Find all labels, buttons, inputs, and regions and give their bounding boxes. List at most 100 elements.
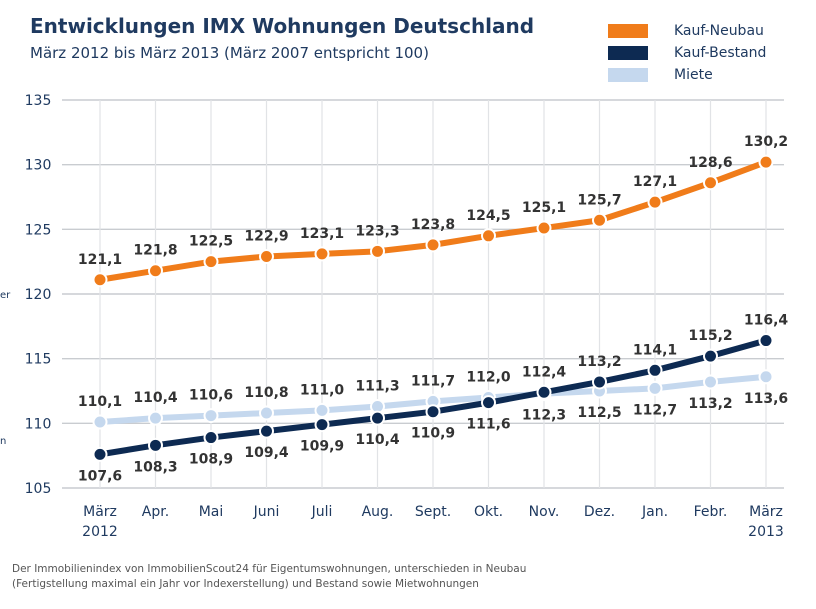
data-point-miete [314, 402, 330, 418]
data-point-kauf-neubau [314, 246, 330, 262]
cropped-edge-text: n [0, 436, 7, 447]
x-tick-label: 2013 [748, 524, 784, 540]
data-point-kauf-bestand [425, 404, 441, 420]
chart-title: Entwicklungen IMX Wohnungen Deutschland [30, 14, 535, 38]
data-label-kauf-neubau: 130,2 [744, 134, 788, 150]
data-label-miete: 112,7 [633, 402, 677, 418]
data-label-kauf-bestand: 110,4 [355, 432, 400, 448]
data-point-miete [203, 408, 219, 424]
data-label-miete: 111,7 [411, 373, 455, 389]
data-point-kauf-neubau [148, 263, 163, 279]
data-label-kauf-bestand: 108,9 [189, 452, 233, 468]
data-point-kauf-neubau [758, 154, 774, 170]
x-tick-label: 2012 [82, 524, 118, 540]
data-point-kauf-bestand [703, 348, 718, 364]
x-tick-label: Apr. [142, 504, 169, 520]
data-point-miete [259, 405, 274, 421]
chart-subtitle: März 2012 bis März 2013 (März 2007 entsp… [30, 44, 429, 62]
data-label-kauf-bestand: 114,1 [633, 342, 677, 358]
data-label-kauf-bestand: 110,9 [411, 426, 455, 442]
data-point-kauf-bestand [203, 430, 219, 446]
legend-swatch-kauf-neubau [608, 24, 648, 38]
data-point-kauf-bestand [592, 374, 607, 390]
legend-label: Miete [674, 67, 713, 83]
x-tick-label: Sept. [415, 504, 451, 520]
data-label-kauf-bestand: 112,4 [522, 364, 567, 380]
data-point-miete [758, 369, 774, 385]
y-tick-label: 135 [25, 93, 52, 109]
y-tick-label: 130 [25, 158, 52, 174]
data-label-kauf-neubau: 122,5 [189, 234, 233, 250]
data-label-kauf-neubau: 124,5 [466, 208, 510, 224]
x-tick-label: Nov. [529, 504, 560, 520]
x-tick-label: Okt. [474, 504, 503, 520]
data-point-kauf-bestand [259, 423, 274, 439]
data-point-kauf-neubau [425, 237, 441, 253]
x-tick-label: Dez. [584, 504, 615, 520]
data-point-kauf-bestand [758, 333, 774, 349]
legend-label: Kauf-Neubau [674, 23, 764, 39]
data-point-kauf-neubau [647, 194, 663, 210]
data-label-kauf-neubau: 121,8 [133, 243, 177, 259]
data-label-kauf-neubau: 125,7 [577, 192, 621, 208]
x-tick-label: Febr. [694, 504, 728, 520]
data-point-miete [92, 414, 108, 430]
legend-item-kauf-neubau: Kauf-Neubau [608, 20, 766, 42]
cropped-edge-text: er [0, 290, 11, 301]
data-label-kauf-neubau: 127,1 [633, 174, 677, 190]
data-label-kauf-bestand: 111,6 [466, 417, 510, 433]
data-label-kauf-neubau: 123,1 [300, 226, 344, 242]
legend-item-miete: Miete [608, 64, 766, 86]
footnote-line: (Fertigstellung maximal ein Jahr vor Ind… [12, 578, 479, 590]
data-point-kauf-neubau [703, 175, 718, 191]
x-tick-label: März [749, 504, 783, 520]
data-label-kauf-bestand: 113,2 [577, 354, 621, 370]
data-label-kauf-neubau: 128,6 [688, 155, 732, 171]
data-point-miete [647, 380, 663, 396]
data-point-kauf-neubau [259, 248, 274, 264]
legend-item-kauf-bestand: Kauf-Bestand [608, 42, 766, 64]
data-point-kauf-bestand [314, 417, 330, 433]
legend-swatch-miete [608, 68, 648, 82]
data-label-kauf-bestand: 109,4 [244, 445, 289, 461]
data-label-kauf-bestand: 107,6 [78, 468, 122, 484]
data-point-kauf-neubau [203, 254, 219, 270]
data-label-miete: 110,8 [244, 385, 288, 401]
data-label-kauf-bestand: 115,2 [688, 328, 732, 344]
data-label-miete: 112,0 [466, 369, 511, 385]
data-label-kauf-bestand: 116,4 [744, 313, 789, 329]
data-label-miete: 113,6 [744, 391, 788, 407]
data-label-kauf-bestand: 108,3 [133, 459, 177, 475]
data-label-miete: 110,1 [78, 394, 122, 410]
data-label-miete: 110,4 [133, 390, 178, 406]
data-label-miete: 112,3 [522, 408, 566, 424]
data-label-miete: 111,3 [355, 379, 399, 395]
x-tick-label: Aug. [362, 504, 394, 520]
data-label-miete: 110,6 [189, 388, 233, 404]
y-tick-label: 105 [25, 481, 52, 497]
y-tick-label: 125 [25, 222, 52, 238]
data-label-kauf-neubau: 123,3 [355, 223, 399, 239]
data-label-kauf-neubau: 122,9 [244, 228, 288, 244]
legend-label: Kauf-Bestand [674, 45, 767, 61]
x-tick-label: Juli [311, 504, 333, 520]
legend-swatch-kauf-bestand [608, 46, 648, 60]
data-label-kauf-neubau: 121,1 [78, 252, 122, 268]
data-point-kauf-bestand [647, 362, 663, 378]
data-label-kauf-bestand: 109,9 [300, 439, 344, 455]
data-point-kauf-bestand [536, 384, 552, 400]
data-label-miete: 112,5 [577, 405, 621, 421]
legend: Kauf-Neubau Kauf-Bestand Miete [608, 20, 766, 86]
y-tick-label: 120 [25, 287, 52, 303]
footnote-line: Der Immobilienindex von ImmobilienScout2… [12, 563, 527, 575]
y-tick-label: 115 [25, 352, 52, 368]
data-point-kauf-neubau [481, 228, 496, 244]
data-point-kauf-bestand [370, 410, 385, 426]
x-tick-label: Juni [253, 504, 280, 520]
data-point-miete [148, 410, 163, 426]
footnote: Der Immobilienindex von ImmobilienScout2… [12, 562, 526, 592]
data-label-kauf-neubau: 123,8 [411, 217, 455, 233]
x-tick-label: März [83, 504, 117, 520]
data-label-miete: 111,0 [300, 382, 345, 398]
